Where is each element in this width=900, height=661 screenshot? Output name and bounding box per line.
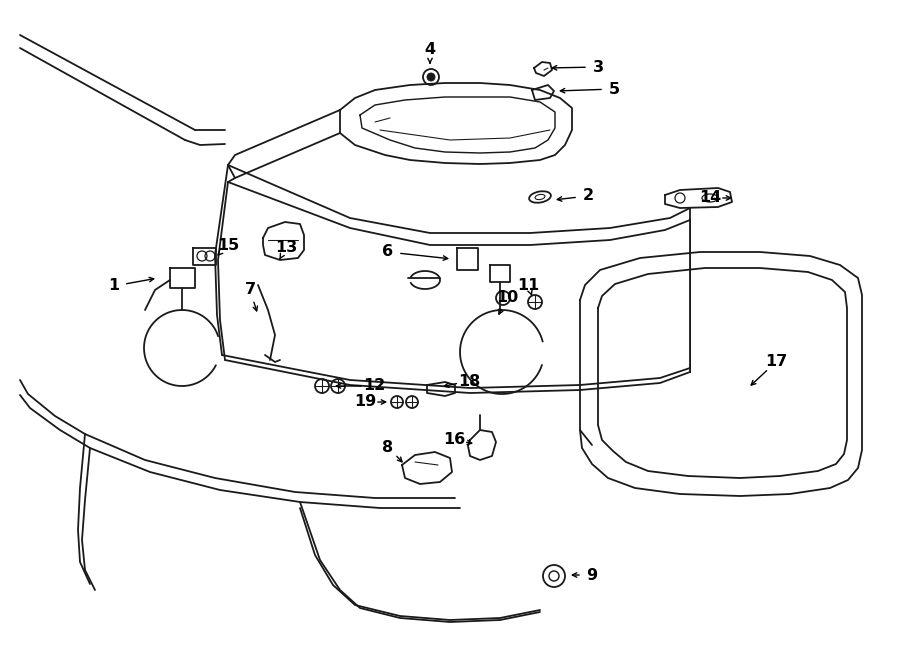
Text: 18: 18 [458, 373, 480, 389]
Text: 15: 15 [217, 237, 239, 253]
Text: 17: 17 [765, 354, 788, 369]
Text: 13: 13 [274, 241, 297, 256]
Text: 14: 14 [699, 190, 721, 206]
Text: 19: 19 [354, 395, 376, 410]
Text: 7: 7 [245, 282, 256, 297]
Text: 10: 10 [496, 290, 518, 305]
Text: 6: 6 [382, 245, 393, 260]
Text: 4: 4 [425, 42, 436, 58]
Text: 1: 1 [108, 278, 120, 293]
Text: 5: 5 [608, 81, 619, 97]
Text: 2: 2 [582, 188, 594, 204]
Circle shape [427, 73, 435, 81]
Text: 16: 16 [443, 432, 465, 447]
Text: 11: 11 [517, 278, 539, 293]
Text: 12: 12 [363, 379, 385, 393]
Text: 3: 3 [592, 59, 604, 75]
Text: 8: 8 [382, 440, 393, 455]
Text: 9: 9 [587, 568, 598, 582]
